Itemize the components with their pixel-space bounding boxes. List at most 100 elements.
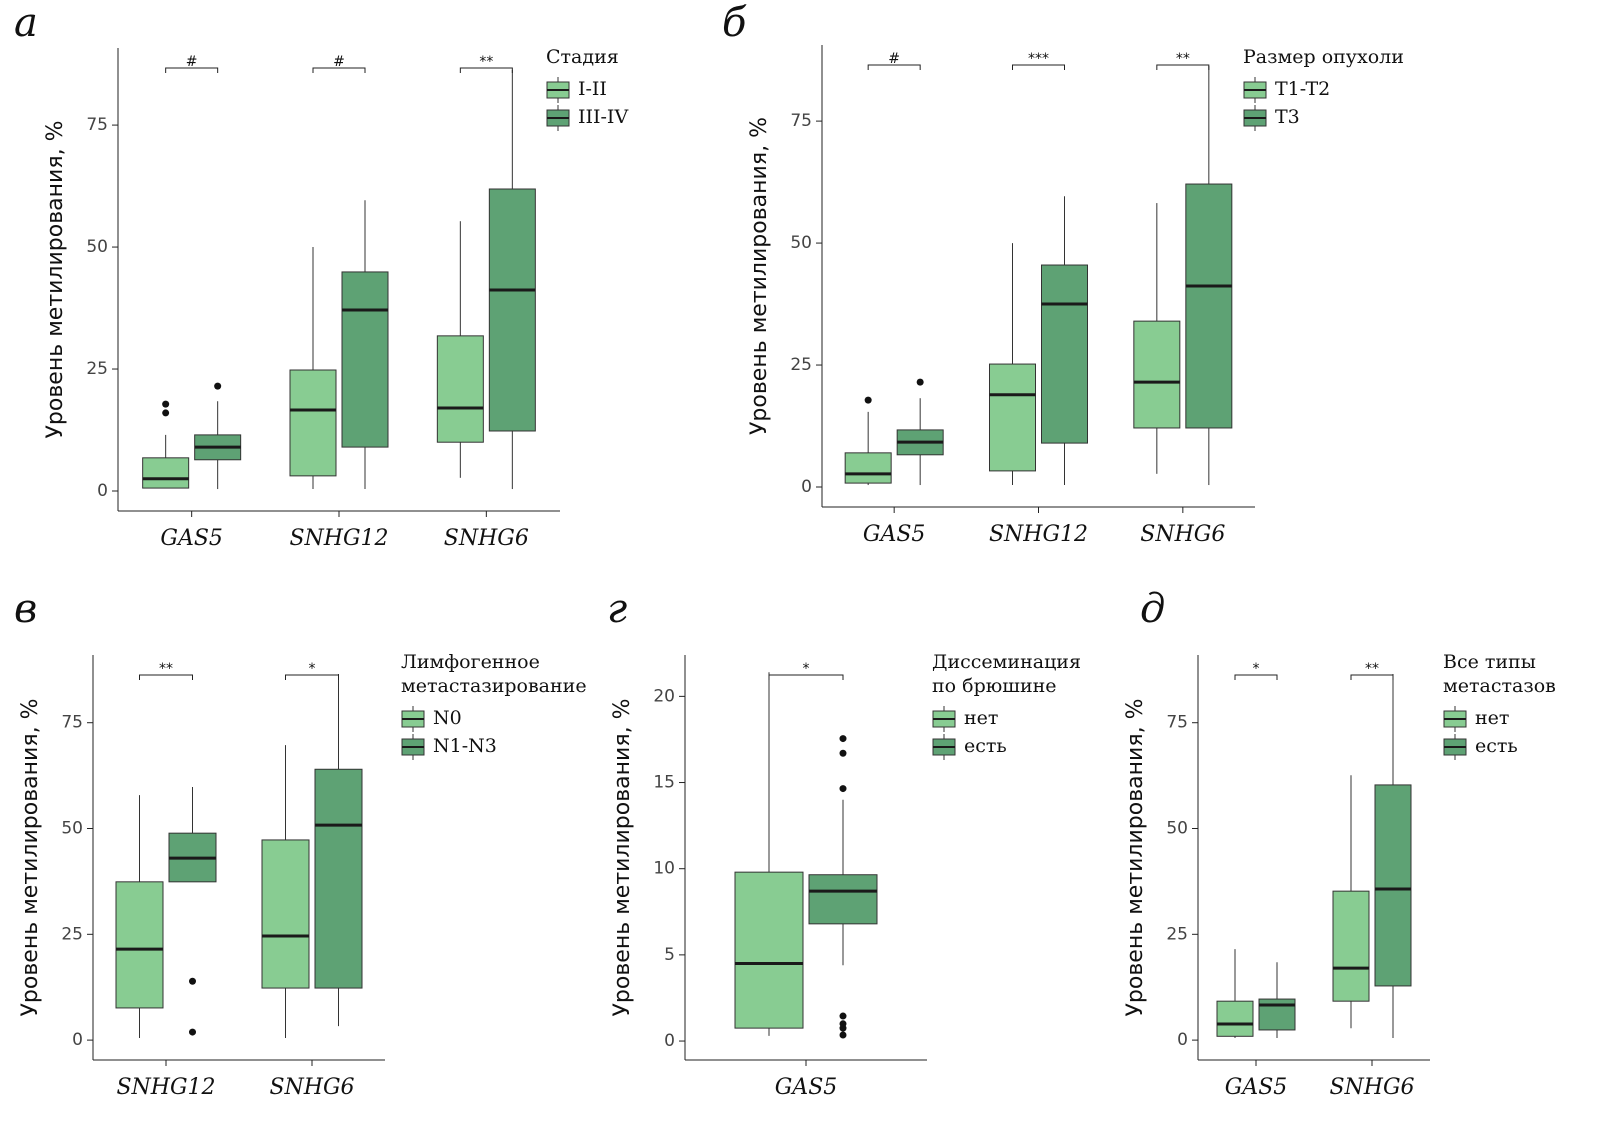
y-tick-label: 25	[1166, 924, 1188, 944]
legend-label: T1-T2	[1275, 78, 1330, 100]
box	[261, 839, 310, 989]
outlier	[839, 749, 847, 757]
x-tick-label: GAS5	[863, 522, 926, 547]
x-tick-label: SNHG6	[444, 526, 529, 551]
significance-bracket	[139, 674, 193, 680]
x-tick-label: SNHG12	[116, 1075, 215, 1100]
y-axis-label: Уровень метилирования, %	[43, 121, 68, 439]
y-tick-label: 50	[86, 237, 108, 257]
x-tick-label: SNHG6	[269, 1075, 354, 1100]
outlier	[839, 1031, 847, 1039]
y-tick-label: 75	[790, 111, 812, 131]
significance-label: *	[309, 661, 316, 677]
legend-title: Лимфогенное	[401, 651, 540, 673]
significance-bracket	[312, 67, 366, 73]
significance-label: ***	[1028, 51, 1049, 67]
outlier	[214, 382, 222, 390]
y-tick-label: 75	[86, 115, 108, 135]
legend-label: I-II	[578, 78, 607, 100]
box	[1332, 890, 1370, 1002]
box	[1185, 183, 1233, 429]
y-tick-label: 0	[97, 481, 108, 501]
outlier	[864, 396, 872, 404]
significance-bracket	[1156, 64, 1210, 70]
outlier	[189, 1028, 196, 1036]
y-tick-label: 10	[653, 859, 675, 879]
legend-label: N0	[433, 707, 462, 729]
significance-bracket	[285, 674, 339, 680]
box	[734, 871, 804, 1029]
outlier	[839, 735, 847, 743]
panel-label: в	[14, 586, 37, 632]
significance-label: #	[888, 51, 900, 67]
box	[341, 271, 389, 448]
box	[314, 768, 363, 989]
legend-label: N1-N3	[433, 735, 497, 757]
y-axis-label: Уровень метилирования, %	[610, 699, 635, 1017]
legend-label: нет	[964, 707, 998, 729]
legend-label: нет	[1475, 707, 1509, 729]
outlier	[839, 1012, 847, 1020]
legend-label: есть	[1475, 735, 1518, 757]
significance-bracket	[867, 64, 921, 70]
significance-bracket	[165, 67, 219, 73]
legend-title: метастазирование	[401, 675, 587, 697]
x-tick-label: GAS5	[1225, 1075, 1288, 1100]
outlier	[162, 400, 170, 408]
panel-label: а	[14, 0, 38, 46]
y-tick-label: 0	[801, 477, 812, 497]
y-tick-label: 0	[72, 1030, 83, 1050]
outlier	[839, 1024, 847, 1032]
legend-label: T3	[1275, 106, 1300, 128]
significance-label: #	[333, 54, 345, 70]
box	[1216, 1000, 1254, 1037]
y-tick-label: 0	[1177, 1030, 1188, 1050]
x-tick-label: GAS5	[160, 526, 223, 551]
y-tick-label: 25	[86, 359, 108, 379]
y-tick-label: 5	[664, 945, 675, 965]
box	[844, 452, 892, 484]
x-tick-label: GAS5	[775, 1075, 838, 1100]
x-tick-label: SNHG12	[289, 526, 388, 551]
box	[115, 881, 164, 1009]
legend-title: Стадия	[546, 46, 619, 68]
panel-label: г	[607, 586, 627, 632]
y-tick-label: 75	[1166, 713, 1188, 733]
significance-label: #	[186, 54, 198, 70]
y-tick-label: 50	[790, 233, 812, 253]
significance-label: **	[1176, 51, 1190, 67]
box	[142, 457, 190, 489]
panel-label: б	[722, 0, 747, 46]
y-tick-label: 15	[653, 773, 675, 793]
legend-label: III-IV	[578, 106, 628, 128]
y-tick-label: 25	[61, 924, 83, 944]
box	[1133, 320, 1181, 429]
y-axis-label: Уровень метилирования, %	[1123, 699, 1148, 1017]
significance-label: **	[1365, 661, 1379, 677]
legend-title: Диссеминация	[932, 651, 1081, 673]
legend-title: Все типы	[1443, 651, 1536, 673]
significance-bracket	[1350, 674, 1394, 680]
x-tick-label: SNHG6	[1140, 522, 1225, 547]
x-tick-label: SNHG6	[1329, 1075, 1414, 1100]
outlier	[189, 977, 196, 985]
significance-bracket	[768, 674, 844, 680]
legend-title: метастазов	[1443, 675, 1556, 697]
box	[289, 369, 337, 477]
significance-label: *	[1253, 661, 1260, 677]
y-axis-label: Уровень метилирования, %	[18, 699, 43, 1017]
x-tick-label: SNHG12	[989, 522, 1088, 547]
box	[1374, 784, 1412, 987]
panel-label: д	[1140, 586, 1165, 632]
y-tick-label: 50	[61, 819, 83, 839]
y-tick-label: 75	[61, 713, 83, 733]
outlier	[162, 409, 170, 417]
outlier	[916, 378, 924, 386]
significance-label: *	[803, 661, 810, 677]
box	[808, 874, 878, 925]
outlier	[839, 785, 847, 793]
y-tick-label: 20	[653, 686, 675, 706]
significance-bracket	[1012, 64, 1065, 70]
box	[1041, 264, 1088, 444]
